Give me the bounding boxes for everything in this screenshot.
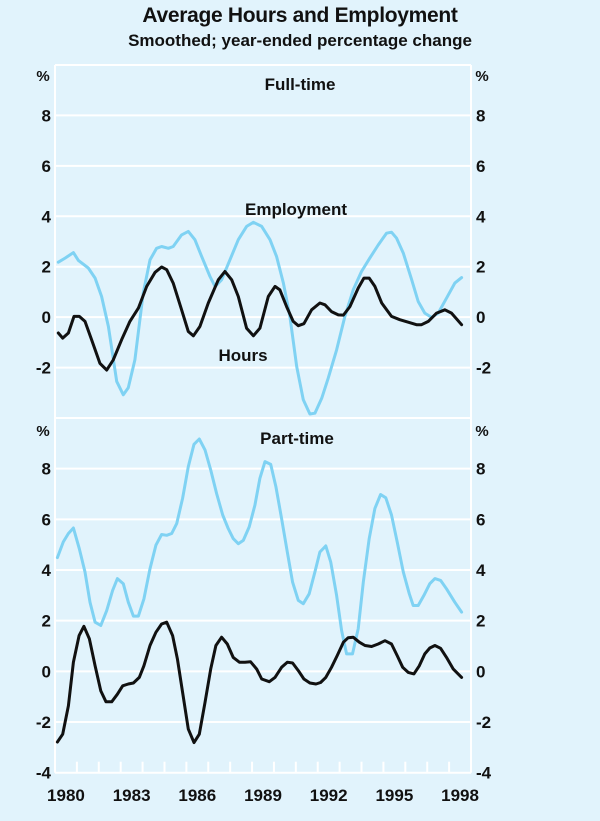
y-tick-label-left: 6 — [42, 157, 51, 176]
y-tick-label-right: -2 — [476, 359, 491, 378]
y-tick-label-right: 4 — [476, 207, 486, 226]
y-tick-label-left: 8 — [42, 106, 51, 125]
x-tick-label: 1980 — [47, 786, 85, 805]
y-tick-label-left: 4 — [42, 207, 52, 226]
x-tick-label: 1983 — [113, 786, 151, 805]
y-tick-label-right: 2 — [476, 258, 485, 277]
chart-subtitle: Smoothed; year-ended percentage change — [128, 31, 472, 50]
hours-line-full-time — [56, 265, 464, 372]
employment-line-full-time — [56, 220, 464, 416]
hours-line-part-time — [55, 620, 464, 745]
y-tick-label-left: 4 — [42, 561, 52, 580]
y-unit-left-bottom: % — [36, 423, 49, 440]
y-tick-label-right: -2 — [476, 713, 491, 732]
y-tick-label-right: 6 — [476, 157, 485, 176]
y-tick-label-right: 4 — [476, 561, 486, 580]
y-tick-label-left: 2 — [42, 258, 51, 277]
x-tick-label: 1998 — [441, 786, 479, 805]
y-tick-label-left: -2 — [36, 713, 51, 732]
y-tick-label-right: 0 — [476, 308, 485, 327]
x-tick-label: 1995 — [375, 786, 413, 805]
y-tick-label-left: -2 — [36, 359, 51, 378]
panel-title-part-time: Part-time — [260, 429, 334, 448]
employment-line-part-time — [55, 437, 464, 656]
employment-label: Employment — [245, 200, 347, 219]
y-tick-label-right: 8 — [476, 106, 485, 125]
y-tick-label-left: 0 — [42, 308, 51, 327]
y-unit-right-top: % — [475, 68, 488, 85]
y-tick-label-right: -4 — [476, 764, 492, 783]
y-tick-label-left: 2 — [42, 612, 51, 631]
y-tick-label-right: 6 — [476, 510, 485, 529]
chart-title: Average Hours and Employment — [142, 4, 458, 27]
y-tick-label-left: 8 — [42, 460, 51, 479]
y-tick-label-right: 8 — [476, 460, 485, 479]
y-tick-label-left: 0 — [42, 662, 51, 681]
y-unit-right-bottom: % — [475, 423, 488, 440]
x-tick-label: 1992 — [310, 786, 348, 805]
y-tick-label-right: 2 — [476, 612, 485, 631]
y-tick-label-left: 6 — [42, 510, 51, 529]
hours-label: Hours — [218, 346, 267, 365]
y-tick-label-left: -4 — [36, 764, 52, 783]
panel-title-full-time: Full-time — [265, 75, 336, 94]
x-tick-label: 1986 — [178, 786, 216, 805]
x-tick-label: 1989 — [244, 786, 282, 805]
y-tick-label-right: 0 — [476, 662, 485, 681]
y-unit-left-top: % — [36, 68, 49, 85]
